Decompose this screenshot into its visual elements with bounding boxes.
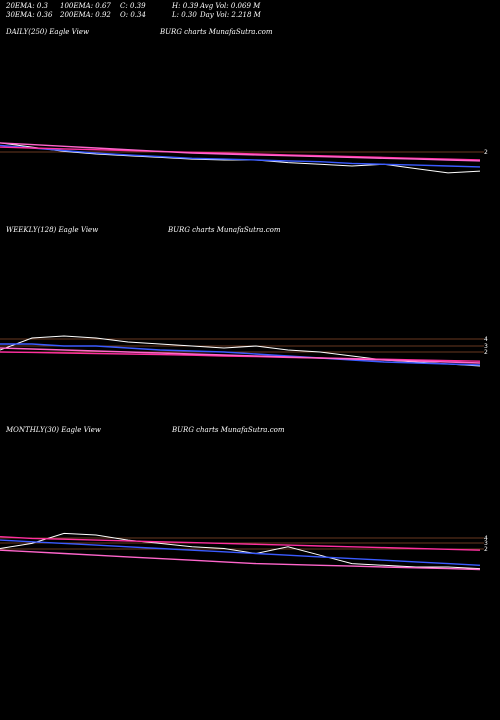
low-value: L: 0.30 <box>172 11 197 19</box>
y-tick-label: 2 <box>484 349 488 356</box>
weekly-panel-watermark: BURG charts MunafaSutra.com <box>168 226 281 234</box>
series-line-3 <box>0 347 481 364</box>
chart-panel-1: 432 <box>0 335 488 367</box>
series-line-1 <box>0 144 481 168</box>
chart-panel-0: 2 <box>0 142 488 174</box>
series-line-0 <box>0 532 481 570</box>
daily-panel-watermark: BURG charts MunafaSutra.com <box>160 28 273 36</box>
y-tick-label: 2 <box>484 149 488 156</box>
ema200-value: 200EMA: 0.92 <box>60 11 111 19</box>
avg-vol-value: Avg Vol: 0.069 M <box>200 2 261 10</box>
ema30-value: 30EMA: 0.36 <box>6 11 53 19</box>
day-vol-value: Day Vol: 2.218 M <box>200 11 261 19</box>
y-tick-label: 3 <box>484 343 488 350</box>
monthly-panel-watermark: BURG charts MunafaSutra.com <box>172 426 285 434</box>
series-line-3 <box>0 142 481 162</box>
series-line-2 <box>0 351 481 362</box>
daily-panel-label: DAILY(250) Eagle View <box>6 28 89 36</box>
y-tick-label: 4 <box>484 336 488 343</box>
series-line-0 <box>0 335 481 367</box>
close-value: C: 0.39 <box>120 2 146 10</box>
series-line-2 <box>0 146 481 161</box>
series-line-1 <box>0 343 481 366</box>
series-line-2 <box>0 536 481 551</box>
ema20-value: 20EMA: 0.3 <box>6 2 48 10</box>
weekly-panel-label: WEEKLY(128) Eagle View <box>6 226 99 234</box>
ema100-value: 100EMA: 0.67 <box>60 2 111 10</box>
monthly-panel-label: MONTHLY(30) Eagle View <box>6 426 101 434</box>
chart-panel-2: 432 <box>0 532 488 571</box>
y-tick-label: 4 <box>484 535 488 542</box>
open-value: O: 0.34 <box>120 11 146 19</box>
y-tick-label: 2 <box>484 546 488 553</box>
y-tick-label: 3 <box>484 540 488 547</box>
series-line-1 <box>0 539 481 566</box>
high-value: H: 0.39 <box>172 2 199 10</box>
series-line-3 <box>0 549 481 571</box>
